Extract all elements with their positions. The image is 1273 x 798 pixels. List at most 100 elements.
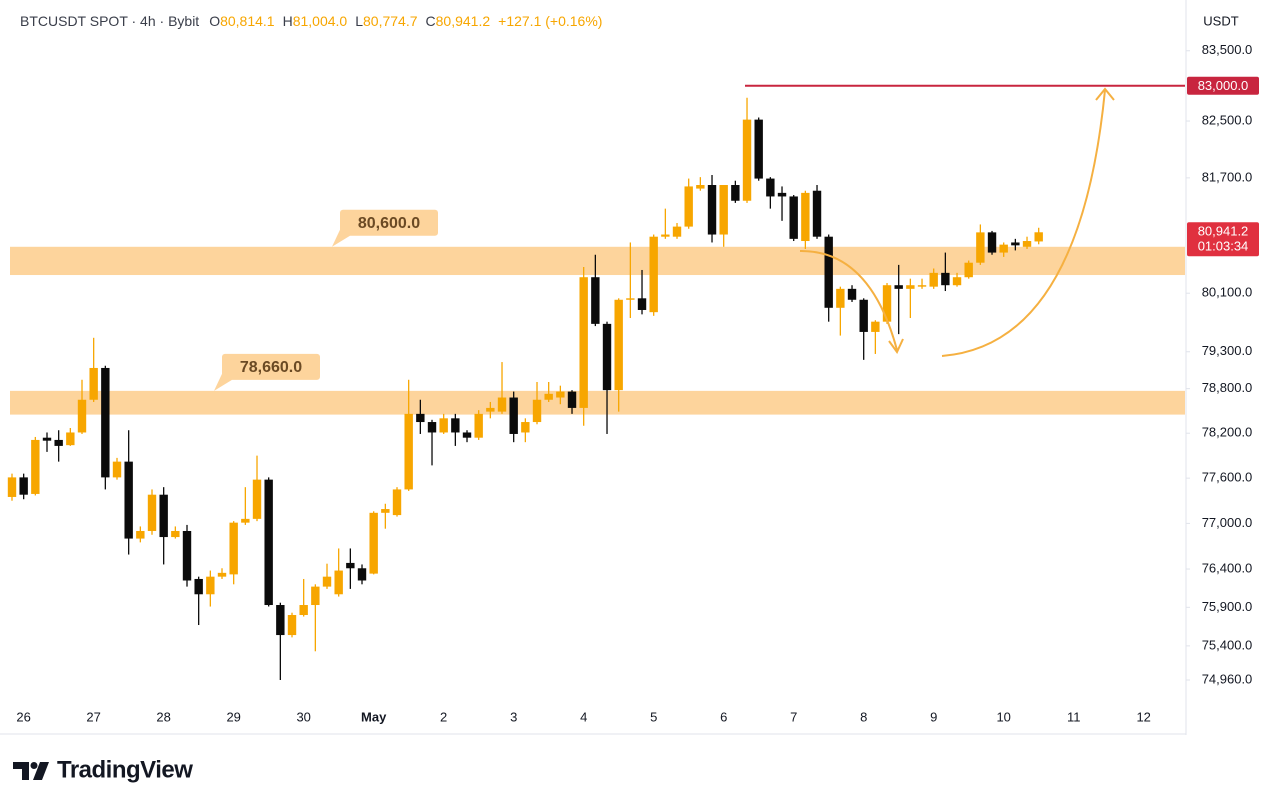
candle-body <box>322 576 332 587</box>
candle-body <box>31 439 40 494</box>
candle-body <box>801 192 810 242</box>
candle-body <box>7 477 17 497</box>
logo-mark <box>33 762 49 780</box>
candle-body <box>54 439 63 446</box>
candle-body <box>579 277 588 408</box>
candle-body <box>19 477 28 495</box>
y-tick-label: 77,600.0 <box>1202 470 1253 485</box>
candle-body <box>486 407 495 412</box>
candle-body <box>754 119 763 179</box>
candle-body <box>976 232 985 263</box>
target-tag <box>1187 76 1259 95</box>
x-tick-label: 9 <box>930 709 937 724</box>
candle-body <box>731 185 740 201</box>
candle-body <box>894 285 903 289</box>
candle-body <box>684 186 693 227</box>
candle-body <box>1034 232 1043 242</box>
candle-body <box>229 522 238 575</box>
candle-body <box>77 399 87 433</box>
x-tick-label: 6 <box>720 709 727 724</box>
x-tick-label: 8 <box>860 709 867 724</box>
x-tick-label: 11 <box>1067 709 1081 724</box>
candle-body <box>427 422 437 433</box>
candle-body <box>346 562 355 569</box>
candle-body <box>392 489 402 516</box>
candle-body <box>789 196 798 239</box>
y-tick-label: 77,000.0 <box>1202 515 1253 530</box>
candle-body <box>381 509 390 513</box>
candle-body <box>661 234 670 237</box>
ohlc-key: H <box>283 13 293 29</box>
candle-body <box>836 288 845 308</box>
arrow-head <box>888 338 904 354</box>
candle-body <box>451 418 460 433</box>
y-tick-label: 79,300.0 <box>1202 343 1253 358</box>
candle-body <box>147 494 157 531</box>
candle-body <box>101 367 110 478</box>
candle-body <box>812 190 822 237</box>
y-tick-label: 82,500.0 <box>1202 112 1253 127</box>
ohlc-key: O <box>209 13 220 29</box>
x-tick-label: 3 <box>510 709 517 724</box>
candle-body <box>42 437 52 441</box>
candle-body <box>906 285 915 289</box>
y-tick-label: 78,200.0 <box>1202 425 1253 440</box>
candle-body <box>719 185 728 235</box>
candle-body <box>917 285 927 287</box>
candle-body <box>124 461 133 539</box>
candle-body <box>847 288 857 300</box>
candle-body <box>509 397 518 434</box>
zone <box>10 246 1185 276</box>
y-tick-label: 76,400.0 <box>1202 560 1253 575</box>
countdown: 01:03:34 <box>1198 239 1249 254</box>
candle-body <box>871 321 880 332</box>
y-tick-label: 83,500.0 <box>1202 42 1253 57</box>
candle-body <box>999 244 1008 253</box>
candle-body <box>696 185 705 189</box>
candle-body <box>497 397 507 412</box>
ohlc-value: 80,814.1 <box>220 13 275 29</box>
ohlc-value: 80,774.7 <box>363 13 418 29</box>
ohlc-value: 80,941.2 <box>436 13 491 29</box>
candle-body <box>276 605 285 636</box>
candle-body <box>112 461 122 478</box>
header: BTCUSDT SPOT · 4h · Bybit O80,814.1 H81,00… <box>20 13 602 29</box>
candle-body <box>89 367 98 400</box>
candle-body <box>182 530 192 581</box>
logo-mark <box>13 762 29 780</box>
candle-body <box>159 494 168 538</box>
candle-body <box>1011 242 1020 246</box>
logo-mark <box>30 762 38 769</box>
candle-body <box>707 185 717 235</box>
candle-body <box>194 578 203 595</box>
candle-body <box>929 272 938 287</box>
candle-body <box>439 418 448 433</box>
x-tick-label: 10 <box>996 709 1010 724</box>
last-price-tag <box>1187 222 1259 257</box>
candle-body <box>602 323 612 391</box>
last-price-label: 80,941.2 <box>1198 224 1249 239</box>
x-tick-label: 27 <box>86 709 100 724</box>
ohlc-key: C <box>426 13 436 29</box>
x-tick-label: May <box>361 709 387 724</box>
candle-body <box>217 572 227 577</box>
candle-body <box>66 432 75 446</box>
x-tick-label: 30 <box>296 709 310 724</box>
x-tick-label: 2 <box>440 709 447 724</box>
brand: TradingView <box>57 756 193 783</box>
candle-body <box>824 236 833 308</box>
candles <box>7 97 1043 681</box>
candle-body <box>567 391 577 408</box>
zone-label-box <box>340 209 438 236</box>
candle-body <box>404 413 413 490</box>
candle-body <box>591 277 600 324</box>
candle-body <box>474 413 483 438</box>
candle-body <box>882 285 892 322</box>
symbol: BTCUSDT SPOT · 4h · Bybit <box>20 13 199 29</box>
candle-body <box>649 236 658 313</box>
x-tick-label: 4 <box>580 709 587 724</box>
candle-body <box>637 298 647 310</box>
candle-body <box>1022 241 1032 247</box>
candle-body <box>614 299 623 391</box>
y-tick-label: 81,700.0 <box>1202 169 1253 184</box>
